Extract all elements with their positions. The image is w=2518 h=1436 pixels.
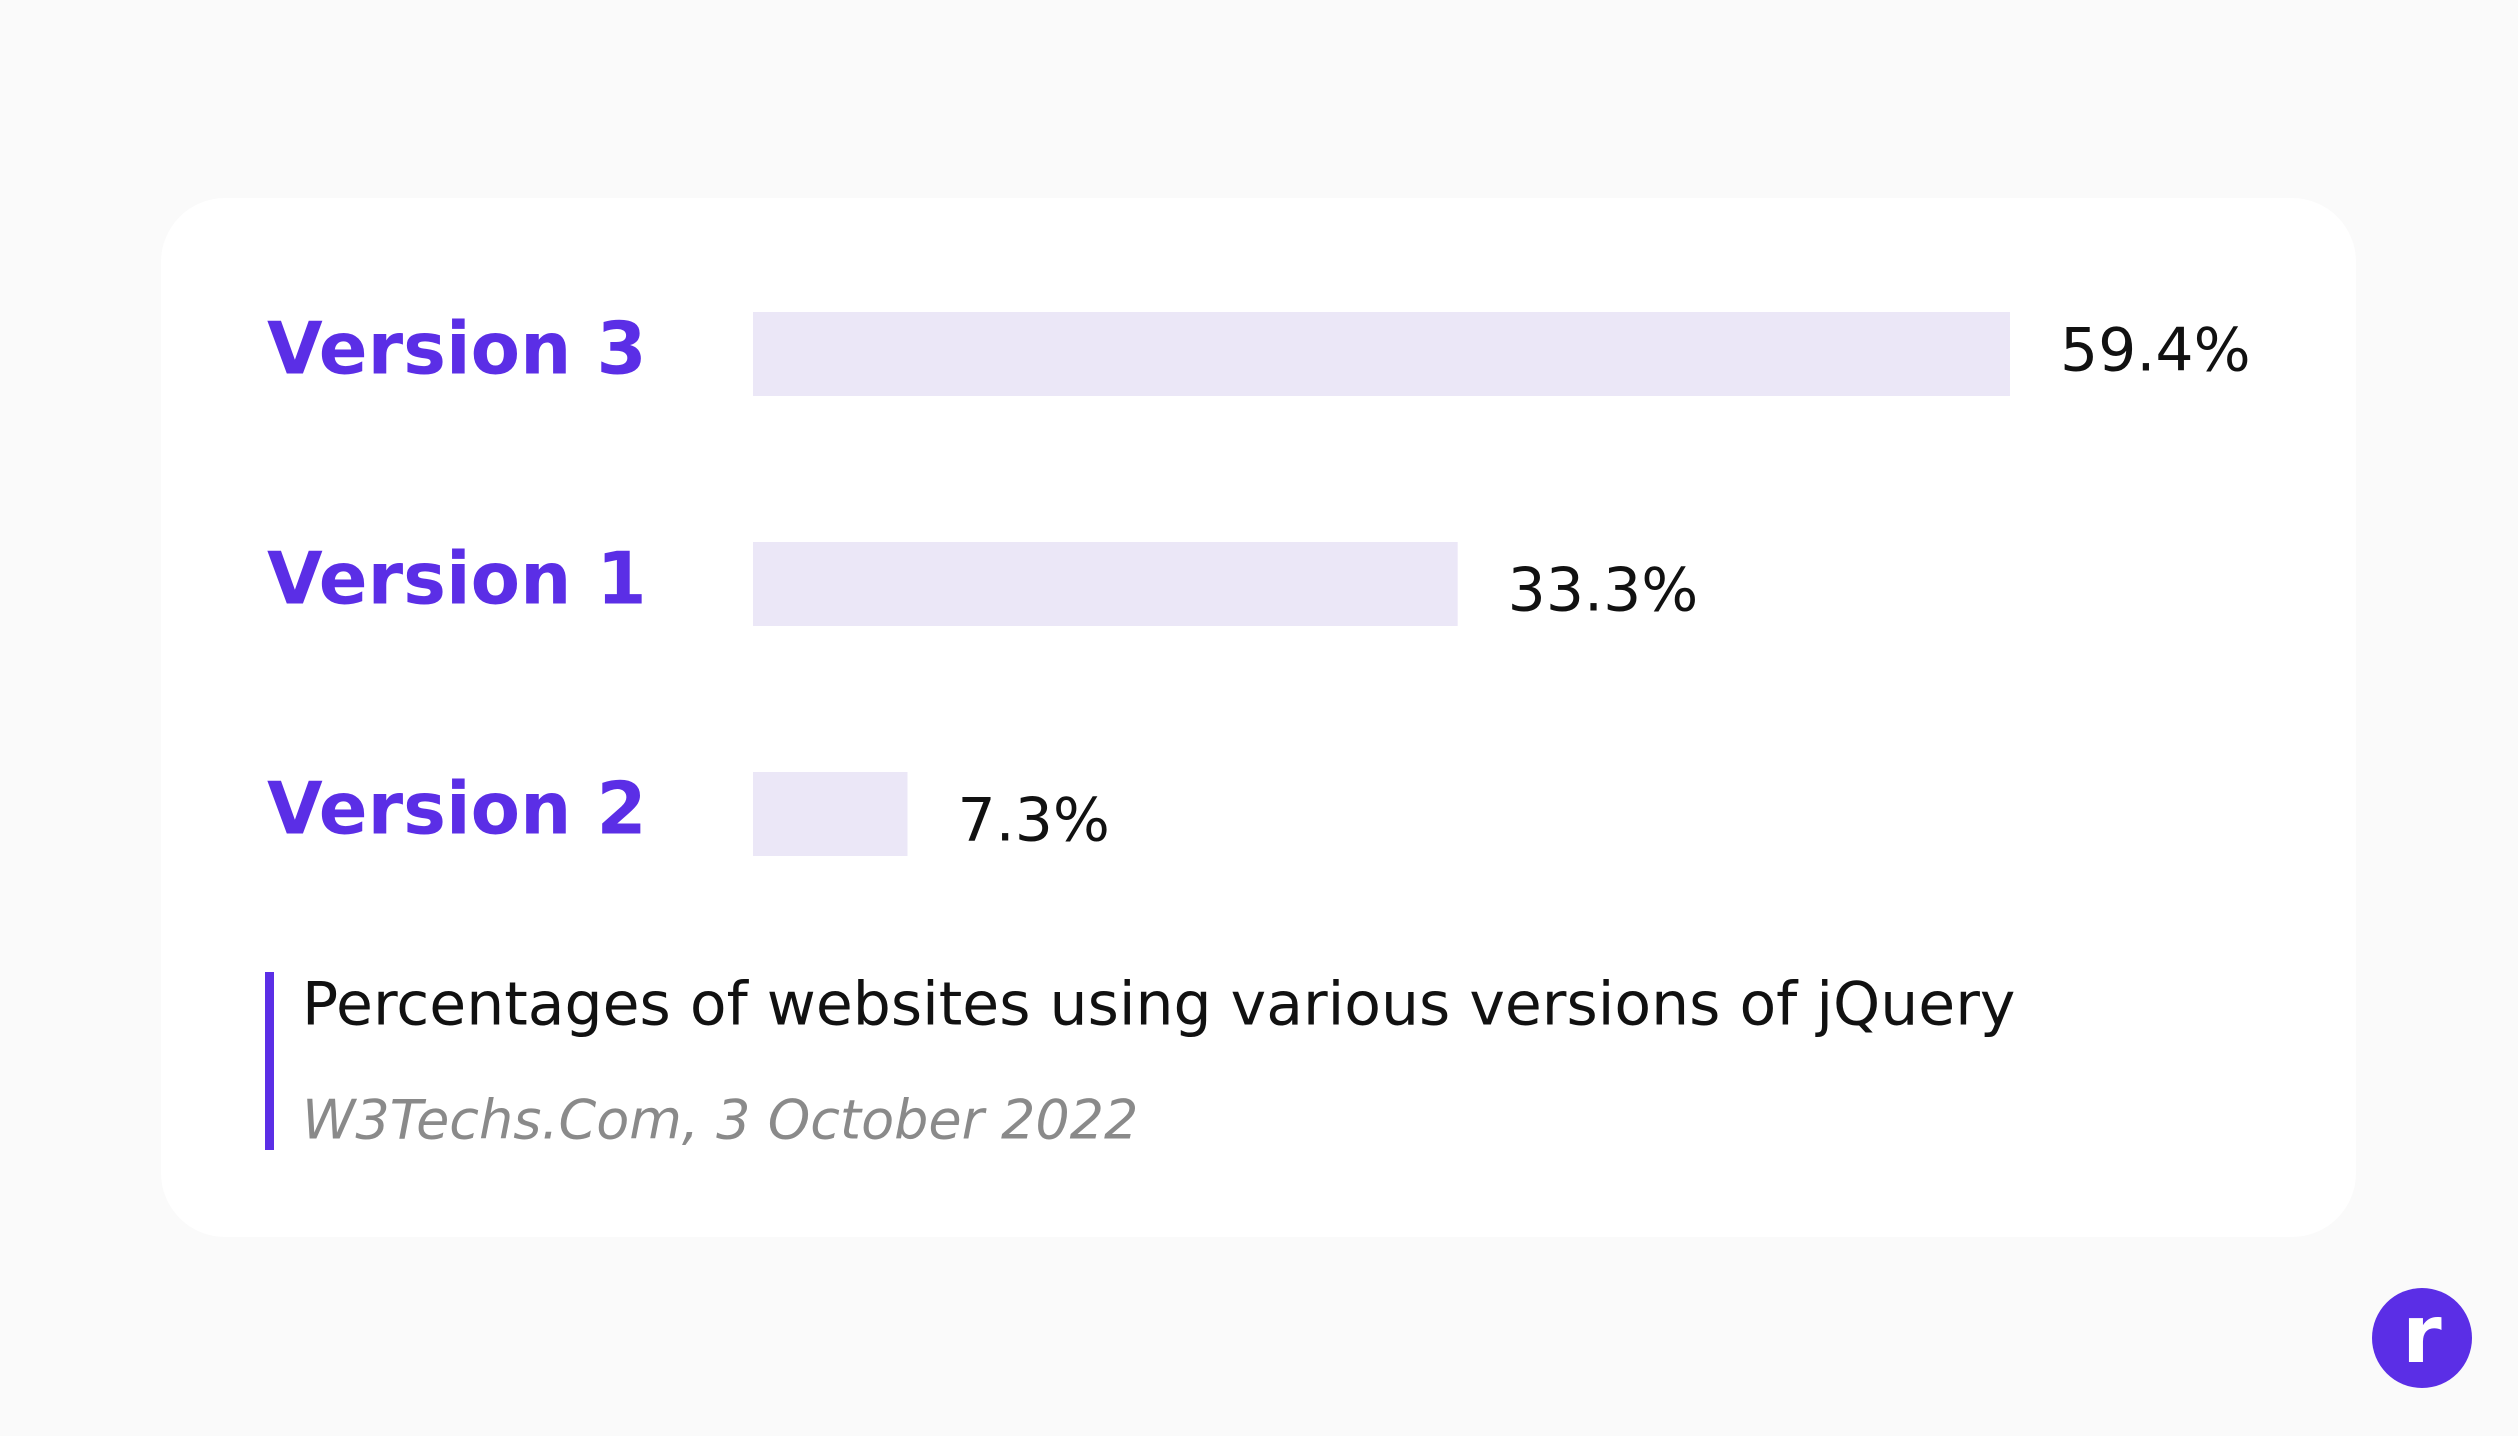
bar [753,772,908,856]
logo: r [2402,1288,2442,1381]
category-label: Version 1 [267,537,647,621]
category-label: Version 2 [267,767,647,851]
value-label: 59.4% [2060,316,2251,386]
card [161,198,2356,1237]
chart-title: Percentages of websites using various ve… [302,970,2015,1040]
bar [753,542,1458,626]
logo-badge [2372,1288,2472,1388]
source: W3Techs.Com, 3 October 2022 [302,1089,1138,1152]
category-label: Version 3 [267,307,647,391]
value-label: 33.3% [1508,556,1699,626]
caption-accent [265,972,274,1150]
bar [753,312,2010,396]
value-label: 7.3% [957,786,1109,856]
